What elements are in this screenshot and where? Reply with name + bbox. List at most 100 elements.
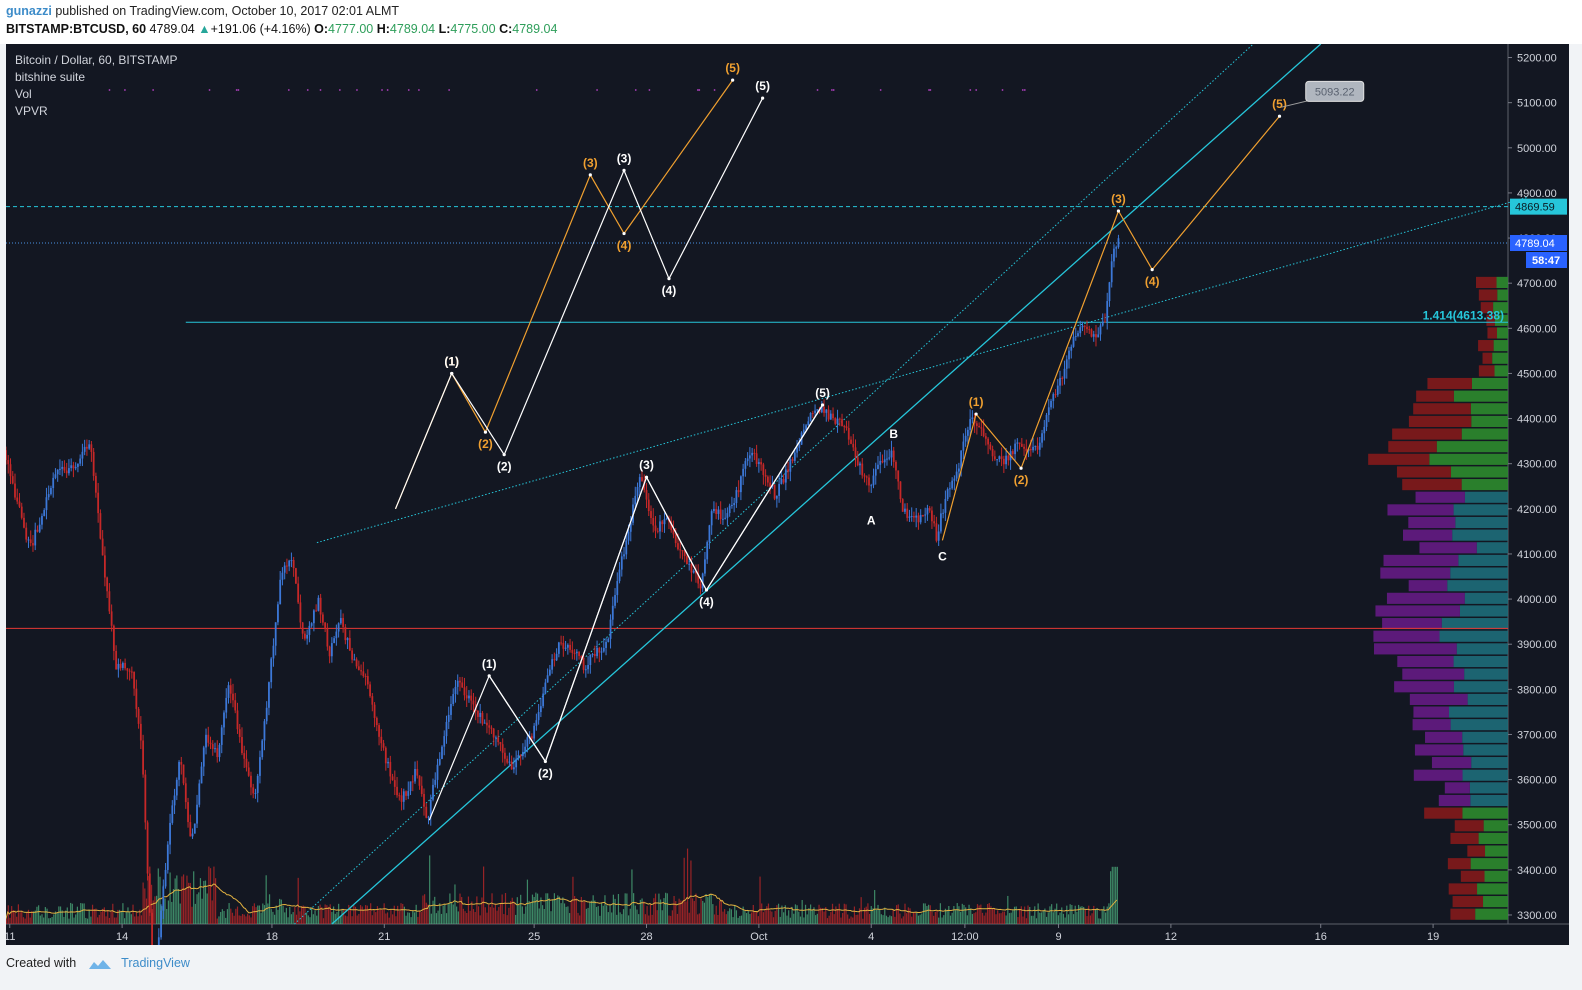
candle-body: [459, 680, 461, 683]
candle-body: [827, 409, 830, 420]
volume-bar: [1015, 906, 1017, 924]
volume-bar: [530, 902, 532, 924]
volume-bar: [252, 906, 254, 924]
vpvr-up-row: [1484, 870, 1508, 882]
candle-body: [1081, 325, 1084, 328]
volume-bar: [781, 905, 783, 924]
volume-bar: [107, 910, 109, 924]
volume-bar: [63, 916, 65, 924]
author-link[interactable]: gunazzi: [6, 4, 52, 18]
price-tick-label: 3800.00: [1517, 684, 1557, 696]
volume-bar: [204, 880, 207, 924]
candle-body: [272, 645, 275, 659]
signal-dot: [287, 89, 290, 91]
candle-body: [369, 684, 371, 697]
candle-body: [870, 485, 873, 487]
volume-bar: [366, 905, 368, 924]
volume-bar: [265, 875, 267, 924]
signal-dot: [108, 89, 111, 91]
candle-body: [148, 873, 151, 913]
candle-body: [18, 501, 21, 507]
volume-bar: [9, 917, 11, 924]
candle-body: [6, 450, 7, 460]
volume-bar: [840, 917, 842, 924]
volume-bar: [188, 882, 190, 924]
vpvr-up-row: [1448, 706, 1508, 718]
candle-body: [470, 695, 473, 701]
volume-bar: [43, 917, 45, 924]
volume-bar: [590, 900, 593, 924]
vpvr-up-row: [1450, 719, 1508, 731]
candle-body: [926, 508, 929, 515]
volume-bar: [1057, 915, 1059, 924]
candle-body: [59, 468, 61, 470]
candle-body: [402, 791, 405, 802]
volume-bar: [302, 905, 304, 924]
volume-bar: [49, 918, 52, 924]
candle-body: [1029, 448, 1032, 451]
candle-body: [530, 736, 533, 739]
volume-bar: [867, 903, 869, 924]
candle-body: [292, 560, 295, 569]
volume-bar: [282, 905, 284, 924]
volume-bar: [788, 910, 790, 924]
volume-bar: [870, 906, 872, 924]
volume-bar: [941, 917, 943, 924]
candle-body: [126, 668, 129, 671]
candle-body: [789, 459, 792, 472]
candle-body: [737, 490, 740, 493]
volume-bar: [182, 874, 185, 924]
volume-bar: [344, 915, 346, 924]
vpvr-up-row: [1497, 289, 1508, 301]
volume-bar: [798, 911, 800, 924]
candle-body: [393, 780, 396, 787]
vpvr-up-row: [1470, 403, 1508, 415]
legend-indicator-vpvr[interactable]: VPVR: [15, 104, 48, 118]
tradingview-link[interactable]: TradingView: [121, 956, 190, 970]
candle-body: [643, 481, 646, 490]
volume-bar: [255, 907, 257, 924]
vpvr-down-row: [1450, 908, 1476, 920]
candle-body: [915, 515, 918, 518]
vpvr-up-row: [1456, 643, 1508, 655]
candle-body: [998, 456, 1001, 460]
chart-frame[interactable]: 1.414(4613.38) (1) (2) (3) (4) (5) (1) (2) (3) (4…: [6, 44, 1569, 945]
volume-bar: [378, 910, 380, 924]
header-bar: gunazzi published on TradingView.com, Oc…: [0, 0, 1582, 44]
volume-bar: [580, 896, 582, 924]
volume-bar: [1027, 905, 1029, 924]
candle-body: [823, 406, 825, 413]
price-chart[interactable]: 1.414(4613.38) (1) (2) (3) (4) (5) (1) (2) (3) (4…: [6, 44, 1569, 945]
candle-body: [229, 685, 232, 694]
candle-body: [218, 744, 221, 758]
volume-bar: [848, 918, 850, 924]
volume-bar: [274, 914, 276, 924]
legend-indicator-vol[interactable]: Vol: [15, 87, 32, 101]
vpvr-up-row: [1453, 655, 1508, 668]
candle-body: [191, 833, 194, 837]
vpvr-up-row: [1483, 896, 1508, 908]
candle-body: [227, 685, 230, 698]
candle-body: [623, 554, 625, 557]
volume-bar: [120, 910, 122, 924]
time-tick-label: 25: [528, 931, 540, 943]
volume-bar: [901, 918, 903, 924]
volume-bar: [688, 912, 690, 924]
vpvr-up-row: [1450, 567, 1508, 579]
volume-bar: [594, 900, 596, 924]
candle-body: [353, 659, 356, 661]
volume-bar: [102, 908, 104, 924]
candle-body: [157, 937, 160, 945]
vpvr-down-row: [1394, 681, 1454, 693]
signal-dot: [407, 89, 410, 91]
candle-body: [811, 413, 814, 415]
volume-bar: [71, 903, 73, 924]
legend-indicator-bitshine[interactable]: bitshine suite: [15, 70, 86, 84]
volume-bar: [90, 916, 92, 924]
candle-body: [739, 476, 742, 493]
candle-body: [796, 447, 798, 453]
candle-body: [133, 671, 136, 689]
volume-bar: [85, 917, 87, 924]
volume-bar: [429, 855, 431, 924]
volume-bar: [857, 914, 859, 924]
